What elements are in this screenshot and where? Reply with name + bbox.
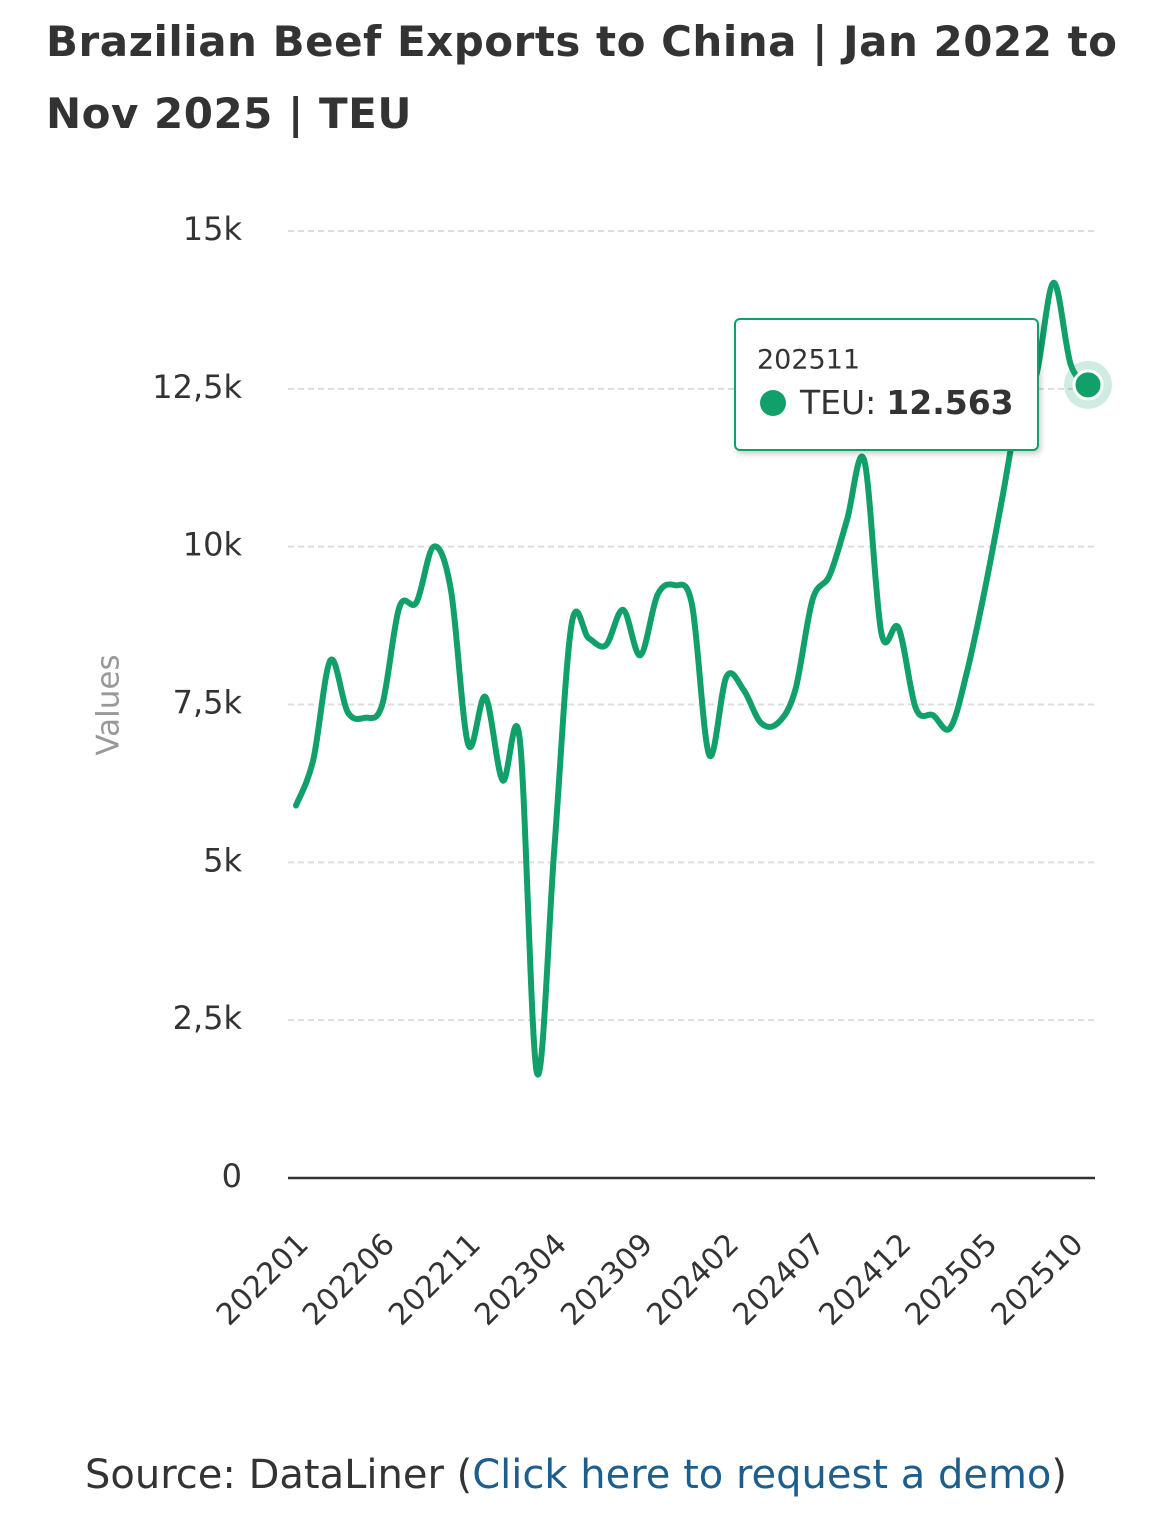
tooltip-text: TEU: 12.563 (799, 383, 1014, 422)
source-prefix: Source: DataLiner ( (85, 1452, 473, 1498)
tooltip-label: TEU: (799, 383, 876, 422)
x-tick-label: 202304 (468, 1227, 574, 1333)
y-tick-label: 10k (183, 526, 243, 564)
y-tick-label: 5k (203, 841, 242, 879)
y-tick-label: 12,5k (152, 368, 242, 406)
y-tick-label: 2,5k (173, 999, 243, 1037)
tooltip-category: 202511 (757, 345, 860, 376)
x-tick-label: 202201 (210, 1227, 316, 1333)
x-tick-label: 202309 (554, 1227, 660, 1333)
demo-link[interactable]: Click here to request a demo (472, 1452, 1052, 1498)
tooltip-box (734, 318, 1039, 451)
data-line (293, 279, 1091, 1078)
x-tick-label: 202505 (899, 1227, 1005, 1333)
chart: Values 0 2,5k 5k 7,5k 10k 12,5k 15k 20220120220… (91, 210, 1112, 1333)
x-tick-label: 202412 (813, 1227, 919, 1333)
x-tick-label: 202402 (640, 1227, 746, 1333)
source: Source: DataLiner (Click here to request… (85, 1452, 1067, 1498)
tooltip-marker (760, 390, 786, 416)
tooltip-value: 12.563 (886, 383, 1013, 422)
chart-title: Brazilian Beef Exports to China | Jan 20… (46, 17, 1118, 138)
x-tick-label: 202206 (296, 1227, 402, 1333)
x-tick-label: 202407 (726, 1227, 832, 1333)
x-tick-label: 202510 (985, 1227, 1091, 1333)
data-point (1072, 369, 1104, 401)
y-tick-label: 0 (222, 1157, 242, 1195)
y-tick-label: 15k (183, 210, 243, 248)
y-tick-label: 7,5k (173, 684, 243, 722)
x-tick-label: 202211 (382, 1227, 488, 1333)
tooltip: 202511 TEU: 12.563 (734, 318, 1039, 451)
y-axis-label: Values (91, 654, 127, 755)
source-suffix: ) (1051, 1452, 1068, 1498)
